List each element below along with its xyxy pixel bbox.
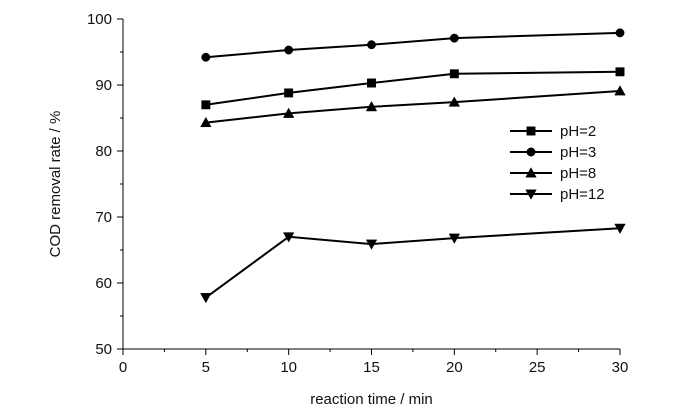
- legend-label: pH=12: [560, 186, 605, 203]
- axes: [122, 19, 620, 350]
- x-tick-label: 20: [446, 359, 463, 376]
- legend: pH=2 pH=3 pH=8 pH=12: [510, 123, 605, 203]
- x-tick-label: 25: [529, 359, 546, 376]
- series-pH=8: [200, 85, 626, 128]
- data-point: [614, 223, 626, 234]
- y-tick-label: 90: [95, 77, 112, 94]
- data-point: [284, 88, 294, 98]
- data-point: [200, 116, 212, 128]
- x-tick-label: 30: [612, 359, 629, 376]
- series-pH=12: [200, 223, 626, 304]
- x-tick-label: 15: [363, 359, 380, 376]
- data-point: [365, 239, 378, 250]
- legend-marker: [526, 147, 536, 157]
- y-axis-title: COD removal rate / %: [47, 111, 64, 258]
- data-point: [201, 52, 211, 62]
- legend-marker: [525, 189, 537, 200]
- data-point: [614, 85, 626, 96]
- legend-label: pH=8: [560, 165, 596, 182]
- y-tick-label: 70: [95, 209, 112, 226]
- x-tick-label: 5: [202, 359, 210, 376]
- series-line: [205, 227, 621, 299]
- y-tick-label: 60: [95, 275, 112, 292]
- series-pH=3: [201, 28, 625, 62]
- legend-label: pH=2: [560, 123, 596, 140]
- data-point: [449, 69, 459, 79]
- series-line: [205, 31, 621, 59]
- data-point: [282, 107, 295, 118]
- y-tick-label: 80: [95, 143, 112, 160]
- series-layer: [200, 28, 626, 304]
- series-line: [205, 70, 621, 106]
- legend-item: pH=8: [510, 165, 596, 182]
- y-tick-label: 100: [87, 11, 112, 28]
- legend-marker: [525, 167, 537, 178]
- data-point: [367, 78, 376, 88]
- data-point: [449, 33, 459, 43]
- data-point: [365, 101, 378, 112]
- data-point: [615, 28, 625, 38]
- data-point: [284, 45, 294, 55]
- legend-label: pH=3: [560, 144, 596, 161]
- x-tick-label: 10: [280, 359, 297, 376]
- data-point: [282, 232, 295, 243]
- series-pH=2: [201, 67, 625, 110]
- legend-item: pH=12: [510, 186, 605, 203]
- legend-item: pH=2: [510, 123, 596, 140]
- data-point: [201, 100, 211, 110]
- x-axis-ticks: 0 5 10 15 20 25 30: [119, 349, 629, 376]
- y-axis-ticks: 50 60 70 80 90 100: [87, 11, 123, 358]
- legend-marker: [526, 126, 536, 136]
- data-point: [615, 67, 625, 77]
- x-tick-label: 0: [119, 359, 127, 376]
- x-axis-title: reaction time / min: [310, 391, 433, 408]
- data-point: [200, 293, 212, 304]
- data-point: [448, 233, 461, 244]
- data-point: [367, 40, 376, 50]
- data-point: [448, 96, 461, 107]
- legend-item: pH=3: [510, 144, 596, 161]
- y-tick-label: 50: [95, 341, 112, 358]
